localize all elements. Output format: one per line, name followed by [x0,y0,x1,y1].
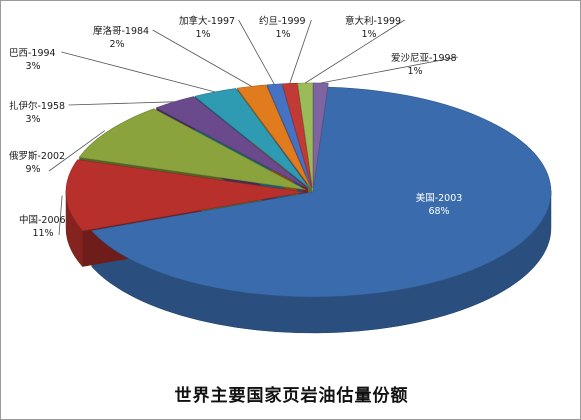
leader-line-9 [320,56,458,84]
leader-line-2 [48,130,105,172]
slice-label-2: 俄罗斯-2002 [9,150,65,162]
slice-value-1: 11% [32,228,53,239]
slice-label-0: 美国-2003 [416,192,463,204]
slice-value-7: 1% [275,29,290,40]
pie-chart: 美国-2003 68% 中国-2006 11% 俄罗斯-2002 9% 扎伊尔-1958 3%… [9,15,552,334]
slice-value-8: 1% [361,29,376,40]
slice-2006-1 [65,159,305,232]
leader-line-1 [58,195,63,236]
slice-value-4: 3% [25,61,40,72]
slice-label-7: 约旦-1999 [259,15,306,27]
slice-label-1: 中国-2006 [19,214,66,226]
leader-line-5 [152,29,252,87]
leader-line-3 [68,101,175,106]
slice-label-4: 巴西-1994 [9,48,56,59]
slice-label-6: 加拿大-1997 [179,15,235,27]
slice-2003-0 [91,86,552,298]
slice-label-9: 爱沙尼亚-1998 [391,52,457,64]
slice-1984-5 [236,84,312,189]
leader-lines [48,19,458,236]
slice-value-2: 9% [25,164,40,175]
slice-value-5: 2% [109,39,124,50]
leader-line-8 [305,19,405,84]
slice-label-3: 扎伊尔-1958 [9,100,65,112]
slice-value-0: 68% [428,206,449,217]
slice-value-9: 1% [407,66,422,77]
slice-label-5: 摩洛哥-1984 [93,25,149,37]
slice-1994-4 [194,88,310,189]
slice-2002-2 [78,108,306,191]
slice-value-3: 3% [25,114,40,125]
leader-line-4 [61,51,216,93]
leader-line-6 [238,19,275,85]
pie-tops [65,82,552,298]
slice-label-8: 意大利-1999 [345,15,401,27]
slice-1999-8 [297,82,314,188]
slice-labels: 美国-2003 68% 中国-2006 11% 俄罗斯-2002 9% 扎伊尔-1958 3%… [9,15,462,239]
chart-title: 世界主要国家页岩油估量份额 [174,386,409,406]
slice-value-6: 1% [195,29,210,40]
leader-line-7 [289,19,312,84]
